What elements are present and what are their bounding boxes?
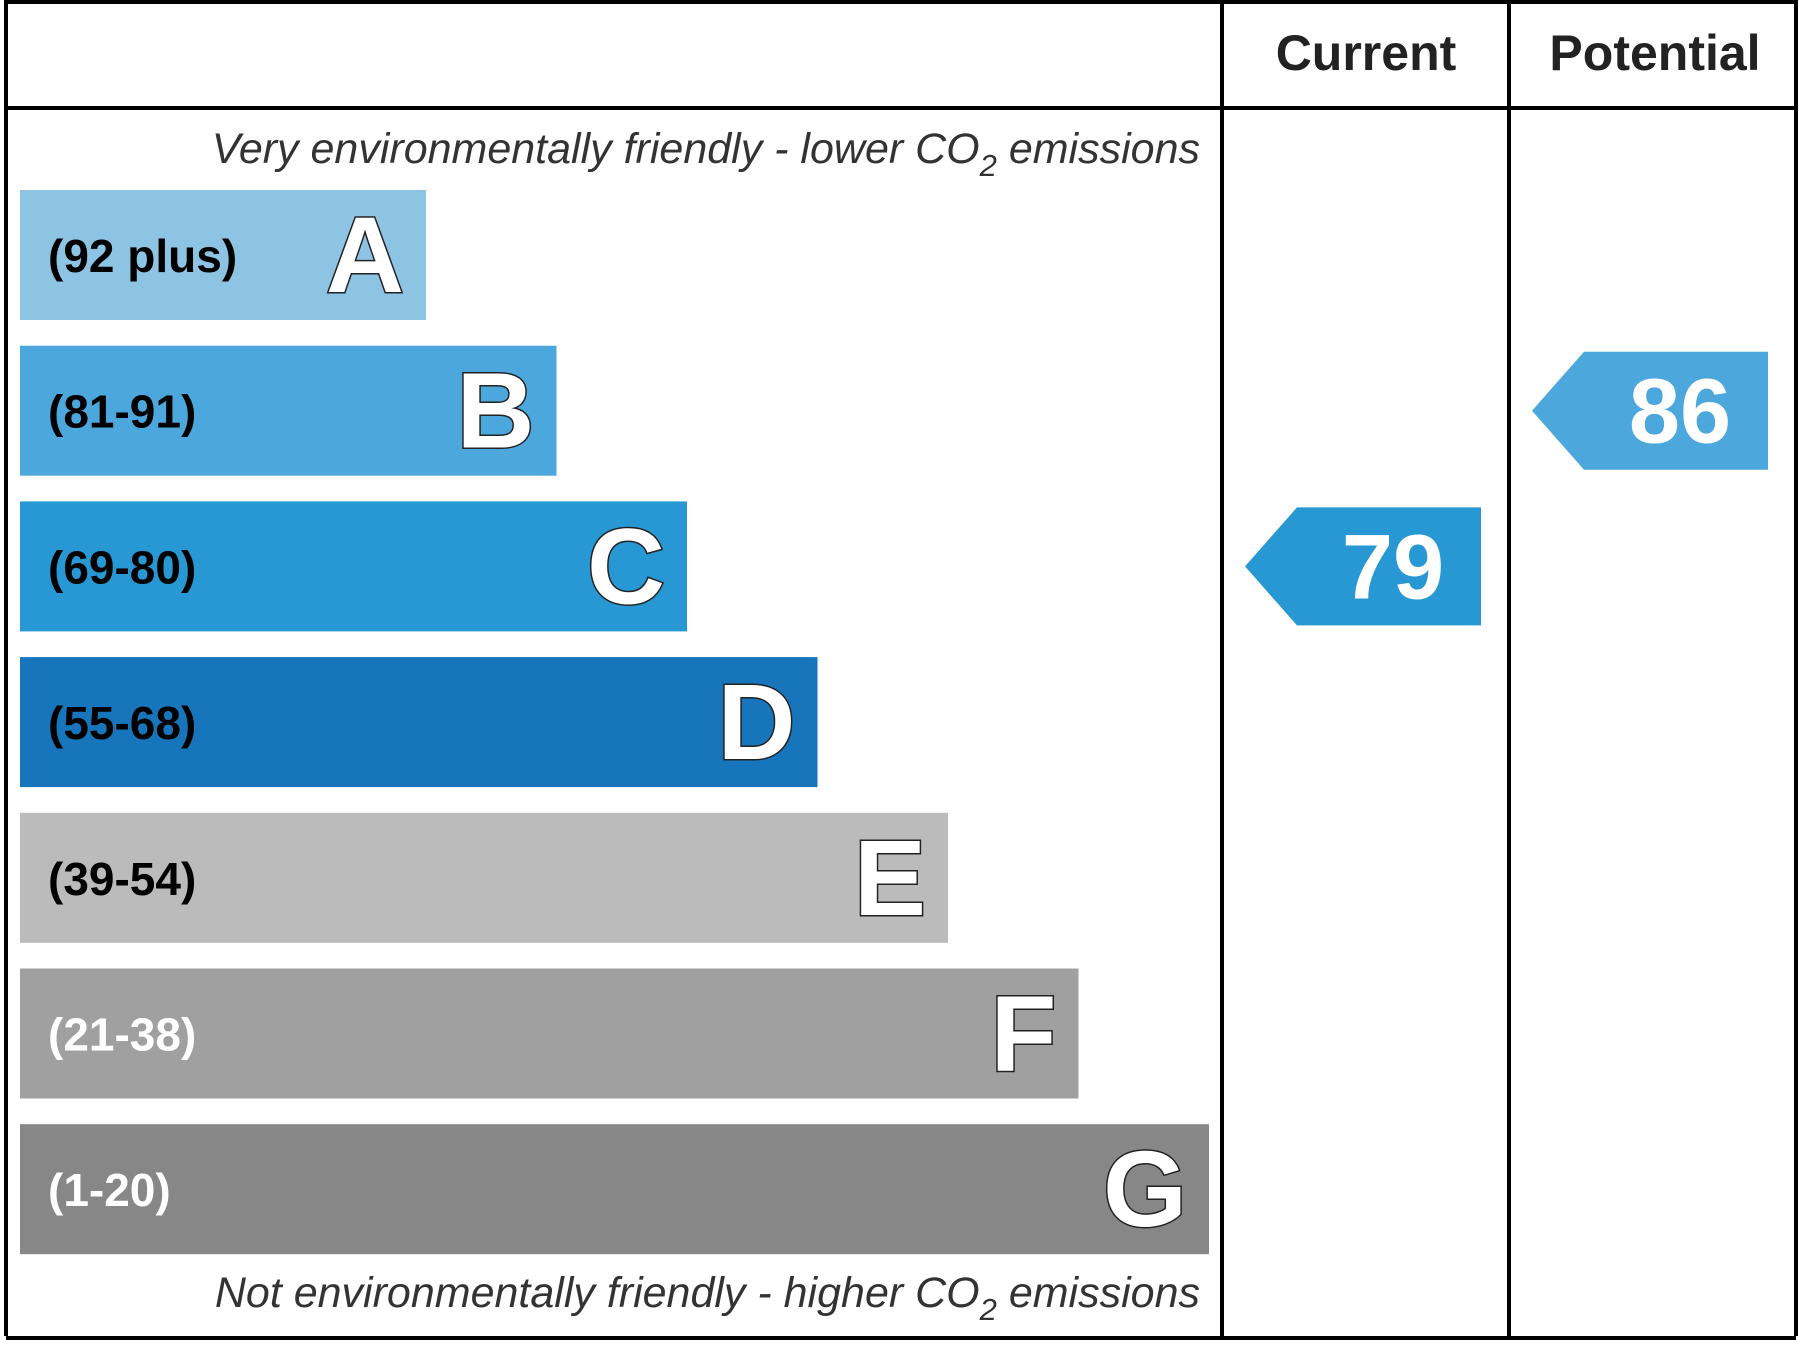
top-caption-main: Very environmentally friendly - lower CO bbox=[212, 125, 980, 173]
band-bar bbox=[20, 812, 948, 943]
band-letter: A bbox=[326, 194, 404, 315]
band-letter: E bbox=[854, 817, 926, 938]
band-bar bbox=[20, 501, 687, 632]
rating-value: 86 bbox=[1629, 361, 1731, 463]
bottom-caption: Not environmentally friendly - higher CO… bbox=[215, 1269, 1200, 1327]
band-range-label: (1-20) bbox=[48, 1164, 171, 1216]
rating-bands: (92 plus) A (81-91) B (69-80) C (55-68) D (39-54… bbox=[20, 190, 1209, 1255]
band-bar bbox=[20, 1124, 1209, 1255]
band-bar bbox=[20, 190, 426, 320]
band-range-label: (69-80) bbox=[48, 541, 196, 593]
band-range-label: (21-38) bbox=[48, 1009, 196, 1061]
bottom-caption-end: emissions bbox=[997, 1269, 1200, 1317]
band-f: (21-38) F bbox=[20, 968, 1079, 1099]
band-g: (1-20) G bbox=[20, 1124, 1209, 1255]
band-bar bbox=[20, 657, 818, 788]
band-a: (92 plus) A bbox=[20, 190, 426, 320]
band-c: (69-80) C bbox=[20, 501, 687, 632]
bottom-caption-sub: 2 bbox=[979, 1292, 997, 1327]
top-caption-sub: 2 bbox=[979, 148, 997, 183]
rating-arrow-shape bbox=[1245, 507, 1481, 626]
table-grid bbox=[4, 0, 1798, 1340]
band-letter: B bbox=[457, 350, 535, 471]
band-letter: D bbox=[718, 661, 796, 782]
band-letter: C bbox=[587, 505, 665, 626]
rating-arrow-shape bbox=[1532, 351, 1768, 470]
band-bar bbox=[20, 968, 1079, 1099]
current-rating-arrow: 79 bbox=[1245, 507, 1481, 626]
potential-column-header: Potential bbox=[1549, 25, 1760, 81]
bottom-caption-main: Not environmentally friendly - higher CO bbox=[215, 1269, 980, 1317]
top-caption-end: emissions bbox=[997, 125, 1200, 173]
rating-arrows: 79 86 bbox=[1245, 351, 1768, 626]
band-range-label: (92 plus) bbox=[48, 230, 237, 282]
band-range-label: (81-91) bbox=[48, 386, 196, 438]
potential-rating-arrow: 86 bbox=[1532, 351, 1768, 470]
band-bar bbox=[20, 345, 557, 476]
rating-value: 79 bbox=[1342, 516, 1444, 618]
band-letter: G bbox=[1103, 1128, 1187, 1249]
band-range-label: (39-54) bbox=[48, 853, 196, 905]
band-b: (81-91) B bbox=[20, 345, 557, 476]
top-caption: Very environmentally friendly - lower CO… bbox=[212, 125, 1200, 183]
current-column-header: Current bbox=[1276, 25, 1457, 81]
band-d: (55-68) D bbox=[20, 657, 818, 788]
band-letter: F bbox=[991, 973, 1057, 1094]
band-e: (39-54) E bbox=[20, 812, 948, 943]
band-range-label: (55-68) bbox=[48, 697, 196, 749]
